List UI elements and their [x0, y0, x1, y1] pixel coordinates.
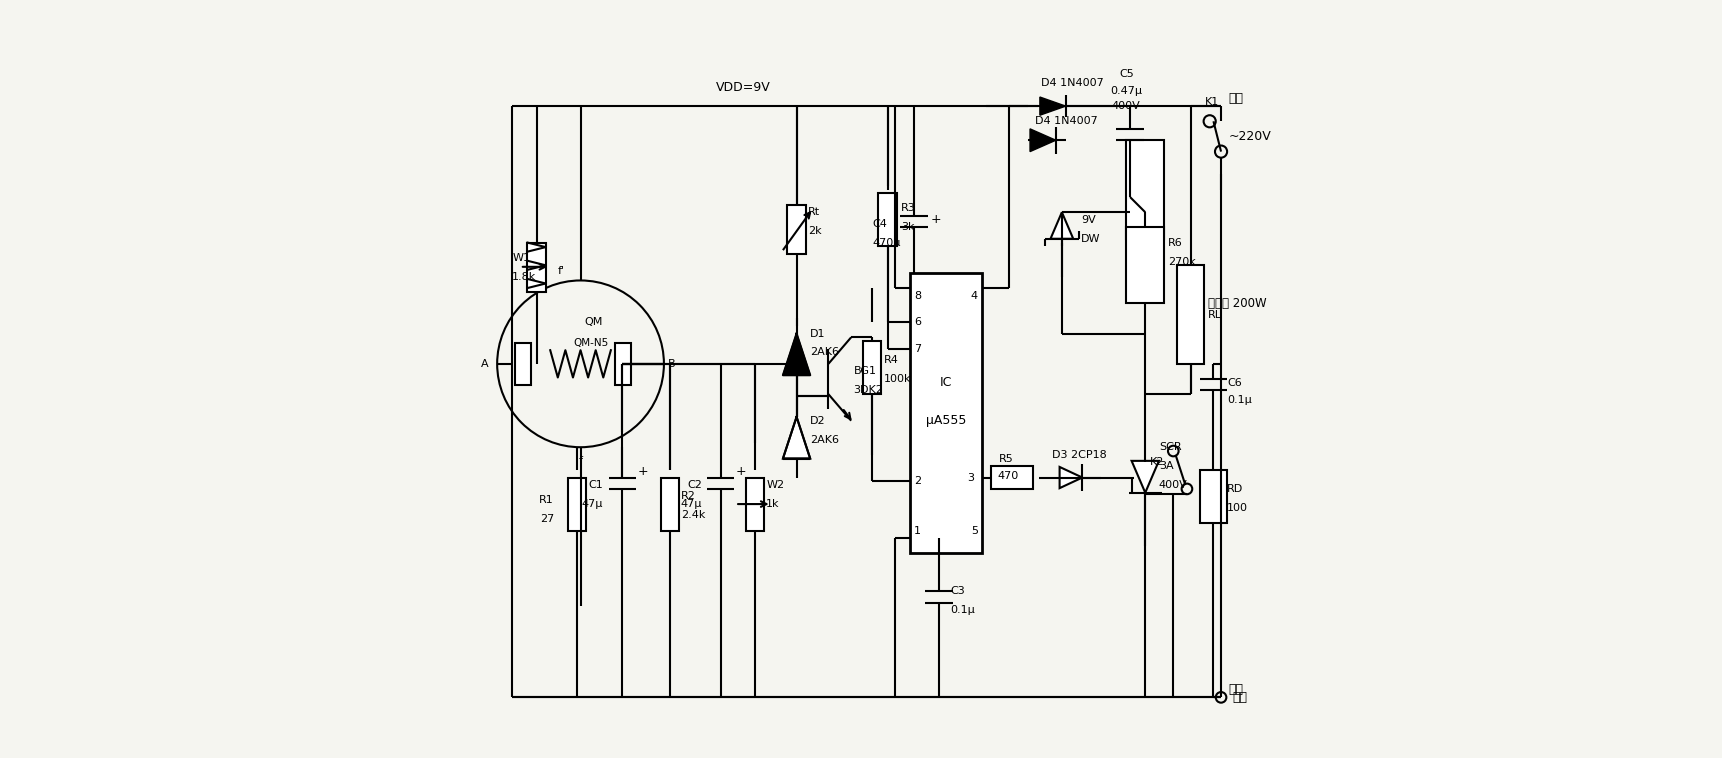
Polygon shape [784, 417, 811, 459]
Text: C1: C1 [589, 480, 603, 490]
Text: K2: K2 [1150, 457, 1164, 468]
Text: D2: D2 [811, 415, 827, 426]
Text: 27: 27 [539, 514, 554, 525]
Polygon shape [1059, 467, 1083, 488]
Text: 47μ: 47μ [680, 499, 703, 509]
Text: 零线: 零线 [1228, 683, 1243, 697]
FancyBboxPatch shape [992, 466, 1033, 489]
Text: 8: 8 [914, 290, 921, 301]
Text: BG1: BG1 [854, 366, 876, 377]
FancyBboxPatch shape [527, 243, 546, 292]
Polygon shape [1050, 212, 1073, 239]
Text: R3: R3 [901, 203, 916, 214]
Text: 2AK6: 2AK6 [811, 347, 839, 358]
Text: 0.1μ: 0.1μ [1228, 395, 1252, 406]
Polygon shape [1040, 97, 1066, 115]
Text: SCR: SCR [1159, 442, 1181, 453]
FancyBboxPatch shape [515, 343, 532, 385]
Text: 3A: 3A [1159, 461, 1173, 471]
Text: R2: R2 [682, 491, 696, 502]
Text: 2AK6: 2AK6 [811, 434, 839, 445]
Text: C3: C3 [951, 586, 966, 597]
Text: D1: D1 [811, 328, 827, 339]
Text: IC: IC [940, 376, 952, 390]
Polygon shape [784, 334, 811, 375]
Text: R6: R6 [1168, 237, 1183, 248]
Text: f': f' [558, 266, 565, 277]
Text: 换气扇 200W: 换气扇 200W [1209, 296, 1267, 310]
Text: VDD=9V: VDD=9V [716, 80, 771, 94]
Text: 400V: 400V [1112, 101, 1140, 111]
Text: 470: 470 [997, 471, 1019, 481]
FancyBboxPatch shape [1178, 265, 1204, 364]
Text: C4: C4 [873, 218, 887, 229]
Text: f: f [579, 456, 582, 466]
Text: 6: 6 [914, 317, 921, 327]
Text: 1.8k: 1.8k [513, 271, 537, 282]
Text: 3k: 3k [901, 222, 914, 233]
Text: Rt: Rt [808, 207, 820, 218]
Text: 470μ: 470μ [873, 237, 901, 248]
Text: +: + [637, 465, 647, 478]
Text: 3DK2: 3DK2 [854, 385, 883, 396]
FancyBboxPatch shape [1126, 227, 1164, 303]
FancyBboxPatch shape [568, 478, 585, 531]
Text: μA555: μA555 [926, 414, 966, 428]
FancyBboxPatch shape [1126, 140, 1164, 239]
Text: 7: 7 [914, 343, 921, 354]
Text: QM-N5: QM-N5 [573, 337, 608, 348]
Text: +: + [930, 213, 942, 227]
Text: 2.4k: 2.4k [682, 510, 706, 521]
Text: W1: W1 [513, 252, 530, 263]
Text: 1: 1 [914, 525, 921, 536]
Text: 400V: 400V [1159, 480, 1188, 490]
Text: QM: QM [584, 317, 603, 327]
Text: 3: 3 [968, 472, 975, 483]
Text: 4: 4 [971, 290, 978, 301]
FancyBboxPatch shape [615, 343, 632, 385]
Text: D4 1N4007: D4 1N4007 [1042, 78, 1104, 89]
Text: 火线: 火线 [1228, 92, 1243, 105]
Text: 零线: 零线 [1233, 691, 1247, 704]
Text: 0.47μ: 0.47μ [1111, 86, 1142, 96]
Text: 1k: 1k [766, 499, 780, 509]
Text: D3 2CP18: D3 2CP18 [1052, 449, 1107, 460]
Text: R5: R5 [999, 453, 1014, 464]
Text: W2: W2 [766, 480, 785, 490]
Text: R4: R4 [883, 355, 899, 365]
Text: DW: DW [1081, 233, 1100, 244]
Text: C5: C5 [1119, 69, 1133, 80]
Text: C2: C2 [687, 480, 703, 490]
Text: RL: RL [1207, 309, 1221, 320]
FancyBboxPatch shape [661, 478, 678, 531]
FancyBboxPatch shape [1200, 470, 1228, 523]
Text: 100k: 100k [883, 374, 911, 384]
Polygon shape [1131, 461, 1159, 493]
FancyBboxPatch shape [878, 193, 897, 246]
Text: C6: C6 [1228, 377, 1242, 388]
Text: 0.1μ: 0.1μ [951, 605, 975, 615]
FancyBboxPatch shape [863, 341, 882, 394]
Text: B: B [668, 359, 675, 369]
Text: A: A [480, 359, 487, 369]
Text: K1: K1 [1205, 97, 1219, 108]
Text: 2: 2 [914, 476, 921, 487]
Text: D4 1N4007: D4 1N4007 [1035, 116, 1099, 127]
FancyBboxPatch shape [787, 205, 806, 254]
Text: 100: 100 [1228, 503, 1248, 513]
Text: R1: R1 [539, 495, 554, 506]
Text: +: + [735, 465, 747, 478]
Text: 5: 5 [971, 525, 978, 536]
Text: 9V: 9V [1081, 215, 1095, 225]
Text: RD: RD [1228, 484, 1243, 494]
Text: 270k: 270k [1168, 256, 1195, 267]
Text: 47μ: 47μ [582, 499, 603, 509]
Text: ~220V: ~220V [1228, 130, 1271, 143]
FancyBboxPatch shape [911, 273, 982, 553]
Polygon shape [1030, 129, 1056, 152]
FancyBboxPatch shape [746, 478, 765, 531]
Text: 2k: 2k [808, 226, 821, 236]
